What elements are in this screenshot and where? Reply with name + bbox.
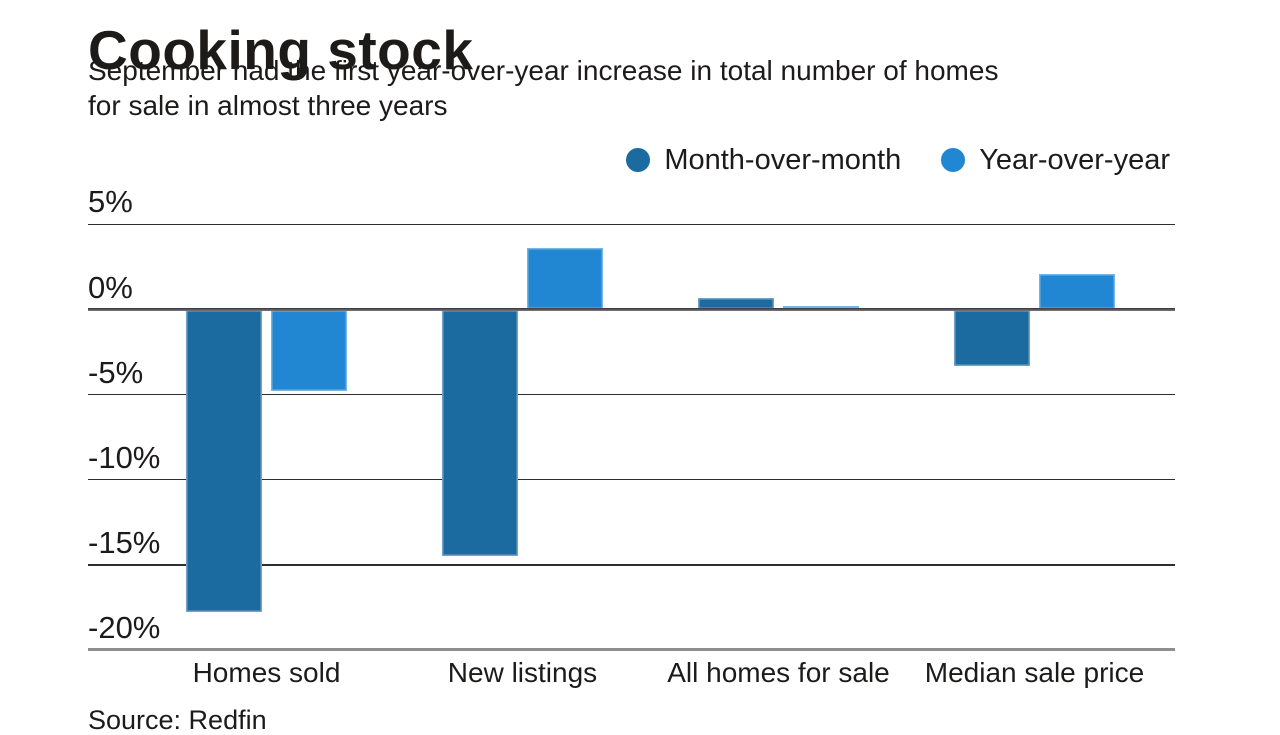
- bar-homes-sold-year-over-year: [271, 309, 347, 392]
- bar-all-homes-for-sale-month-over-month: [698, 297, 774, 310]
- legend-item-month-over-month: Month-over-month: [626, 144, 901, 176]
- y-tick-label-10: -10%: [88, 439, 161, 475]
- x-axis-label-median-sale-price: Median sale price: [924, 657, 1145, 688]
- legend-label-month-over-month: Month-over-month: [664, 144, 902, 176]
- y-tick-label-5: 5%: [88, 184, 133, 220]
- gridline-10: [88, 478, 1175, 481]
- gridline-20: [88, 648, 1175, 652]
- chart-subtitle-line-1: September had the first year-over-year i…: [88, 55, 999, 86]
- gridline-0: [88, 308, 1175, 311]
- y-tick-label-15: -15%: [88, 524, 161, 560]
- bar-new-listings-month-over-month: [442, 309, 518, 557]
- chart-title: Cooking stock: [88, 18, 474, 81]
- gridline-5: [88, 393, 1175, 396]
- legend-item-year-over-year: Year-over-year: [941, 144, 1170, 176]
- bar-median-sale-price-year-over-year: [1039, 273, 1115, 310]
- chart-subtitle: September had the first year-over-year i…: [88, 53, 998, 123]
- month-over-month-dot-icon: [626, 148, 651, 172]
- gridline-15: [88, 564, 1175, 566]
- y-tick-label-5: -5%: [88, 354, 144, 390]
- legend-label-year-over-year: Year-over-year: [979, 144, 1170, 176]
- bar-all-homes-for-sale-year-over-year: [783, 306, 859, 310]
- chart-subtitle-line-2: for sale in almost three years: [88, 90, 448, 121]
- x-axis-label-homes-sold: Homes sold: [192, 657, 341, 688]
- x-axis-label-all-homes-for-sale: All homes for sale: [667, 657, 890, 688]
- year-over-year-dot-icon: [941, 148, 966, 172]
- x-axis-label-new-listings: New listings: [447, 657, 598, 688]
- bar-new-listings-year-over-year: [527, 248, 603, 310]
- y-tick-label-0: 0%: [88, 269, 133, 305]
- bar-median-sale-price-month-over-month: [954, 309, 1030, 366]
- gridline-5: [88, 223, 1175, 226]
- y-tick-label-20: -20%: [88, 609, 161, 645]
- bar-homes-sold-month-over-month: [186, 309, 262, 613]
- plot-area: 5% 0% -5% -10% -15% -20% Homes sold New listing…: [88, 184, 1175, 688]
- source-attribution: Source: Redfin: [88, 705, 267, 735]
- legend: Month-over-month Year-over-year: [626, 144, 1170, 176]
